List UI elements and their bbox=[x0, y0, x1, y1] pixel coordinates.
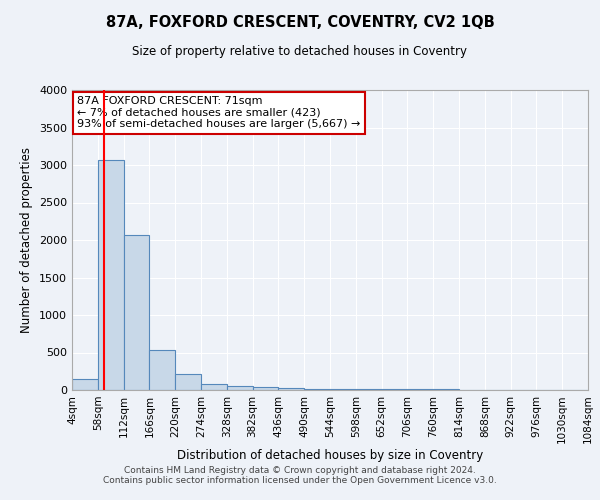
Text: Contains HM Land Registry data © Crown copyright and database right 2024.
Contai: Contains HM Land Registry data © Crown c… bbox=[103, 466, 497, 485]
Bar bbox=[382, 389, 407, 390]
Text: 87A FOXFORD CRESCENT: 71sqm
← 7% of detached houses are smaller (423)
93% of sem: 87A FOXFORD CRESCENT: 71sqm ← 7% of deta… bbox=[77, 96, 361, 129]
Text: 87A, FOXFORD CRESCENT, COVENTRY, CV2 1QB: 87A, FOXFORD CRESCENT, COVENTRY, CV2 1QB bbox=[106, 15, 494, 30]
Bar bbox=[149, 350, 175, 390]
Bar bbox=[227, 386, 253, 390]
Bar bbox=[304, 388, 330, 390]
Bar bbox=[356, 389, 382, 390]
Bar bbox=[72, 379, 98, 390]
Bar bbox=[124, 235, 149, 390]
Bar bbox=[201, 384, 227, 390]
Bar bbox=[278, 388, 304, 390]
Bar bbox=[175, 374, 201, 390]
Bar bbox=[98, 160, 124, 390]
Text: Size of property relative to detached houses in Coventry: Size of property relative to detached ho… bbox=[133, 45, 467, 58]
Bar bbox=[253, 387, 278, 390]
Bar bbox=[330, 389, 356, 390]
X-axis label: Distribution of detached houses by size in Coventry: Distribution of detached houses by size … bbox=[177, 449, 483, 462]
Y-axis label: Number of detached properties: Number of detached properties bbox=[20, 147, 34, 333]
